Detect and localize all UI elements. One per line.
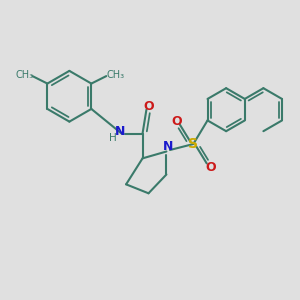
Text: H: H: [110, 133, 117, 143]
Text: CH₃: CH₃: [106, 70, 124, 80]
Text: O: O: [171, 115, 181, 128]
Text: N: N: [115, 125, 125, 138]
Text: N: N: [163, 140, 173, 153]
Text: CH₃: CH₃: [15, 70, 33, 80]
Text: O: O: [143, 100, 154, 112]
Text: S: S: [188, 137, 198, 151]
Text: O: O: [205, 160, 216, 173]
